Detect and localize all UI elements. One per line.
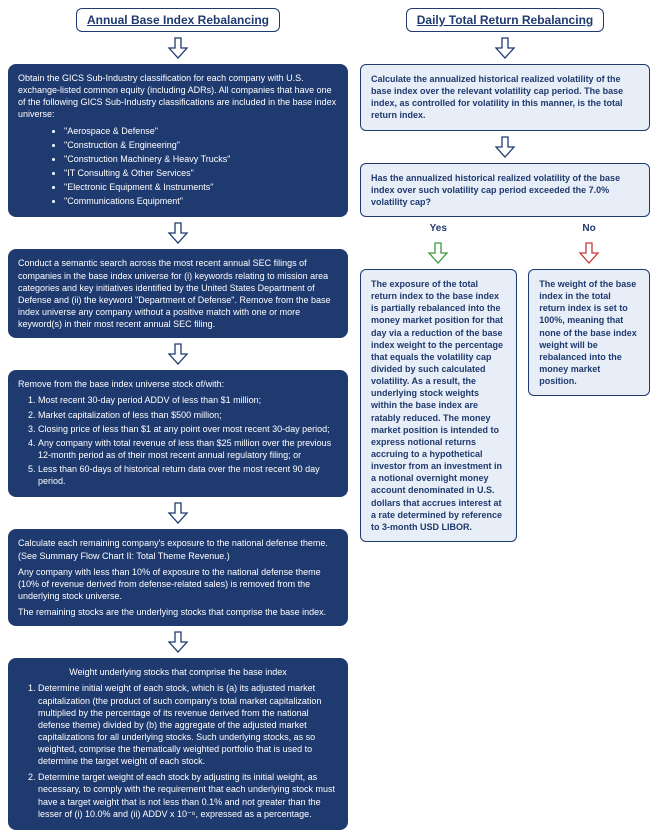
list-item: "Electronic Equipment & Instruments" bbox=[64, 181, 338, 193]
list-item: "Construction Machinery & Heavy Trucks" bbox=[64, 153, 338, 165]
list-item: Any company with total revenue of less t… bbox=[38, 437, 338, 461]
calc-box: Calculate the annualized historical real… bbox=[360, 64, 650, 131]
list-item: Less than 60-days of historical return d… bbox=[38, 463, 338, 487]
step1-list: "Aerospace & Defense" "Construction & En… bbox=[18, 125, 338, 208]
no-box: The weight of the base index in the tota… bbox=[528, 269, 650, 396]
step5-box: Weight underlying stocks that comprise t… bbox=[8, 658, 348, 830]
list-item: Market capitalization of less than $500 … bbox=[38, 409, 338, 421]
daily-rebalancing-column: Daily Total Return Rebalancing Calculate… bbox=[360, 8, 650, 542]
list-item: "Aerospace & Defense" bbox=[64, 125, 338, 137]
down-arrow-icon bbox=[493, 135, 517, 159]
down-arrow-icon bbox=[166, 221, 190, 245]
step4-p3: The remaining stocks are the underlying … bbox=[18, 606, 338, 618]
list-item: Most recent 30-day period ADDV of less t… bbox=[38, 394, 338, 406]
annual-header: Annual Base Index Rebalancing bbox=[76, 8, 280, 32]
no-label: No bbox=[582, 223, 595, 234]
step3-list: Most recent 30-day period ADDV of less t… bbox=[18, 394, 338, 487]
no-branch: No The weight of the base index in the t… bbox=[528, 223, 650, 542]
step2-box: Conduct a semantic search across the mos… bbox=[8, 249, 348, 338]
list-item: "IT Consulting & Other Services" bbox=[64, 167, 338, 179]
step3-box: Remove from the base index universe stoc… bbox=[8, 370, 348, 497]
down-arrow-icon bbox=[166, 342, 190, 366]
step1-box: Obtain the GICS Sub-Industry classificat… bbox=[8, 64, 348, 217]
down-arrow-icon bbox=[166, 36, 190, 60]
down-arrow-icon bbox=[166, 630, 190, 654]
no-arrow-icon bbox=[577, 241, 601, 265]
yes-arrow-icon bbox=[426, 241, 450, 265]
daily-header: Daily Total Return Rebalancing bbox=[406, 8, 604, 32]
step5-title: Weight underlying stocks that comprise t… bbox=[18, 666, 338, 678]
down-arrow-icon bbox=[166, 501, 190, 525]
yes-label: Yes bbox=[430, 223, 447, 234]
step4-box: Calculate each remaining company's expos… bbox=[8, 529, 348, 626]
list-item: Determine target weight of each stock by… bbox=[38, 771, 338, 820]
list-item: "Communications Equipment" bbox=[64, 195, 338, 207]
step3-intro: Remove from the base index universe stoc… bbox=[18, 378, 338, 390]
step4-p2: Any company with less than 10% of exposu… bbox=[18, 566, 338, 602]
down-arrow-icon bbox=[493, 36, 517, 60]
yes-branch: Yes The exposure of the total return ind… bbox=[360, 223, 517, 542]
list-item: Closing price of less than $1 at any poi… bbox=[38, 423, 338, 435]
question-box: Has the annualized historical realized v… bbox=[360, 163, 650, 217]
list-item: Determine initial weight of each stock, … bbox=[38, 682, 338, 767]
decision-branches: Yes The exposure of the total return ind… bbox=[360, 223, 650, 542]
step1-intro: Obtain the GICS Sub-Industry classificat… bbox=[18, 72, 338, 121]
step5-list: Determine initial weight of each stock, … bbox=[18, 682, 338, 820]
annual-rebalancing-column: Annual Base Index Rebalancing Obtain the… bbox=[8, 8, 348, 830]
yes-box: The exposure of the total return index t… bbox=[360, 269, 517, 542]
step4-p1: Calculate each remaining company's expos… bbox=[18, 537, 338, 561]
list-item: "Construction & Engineering" bbox=[64, 139, 338, 151]
